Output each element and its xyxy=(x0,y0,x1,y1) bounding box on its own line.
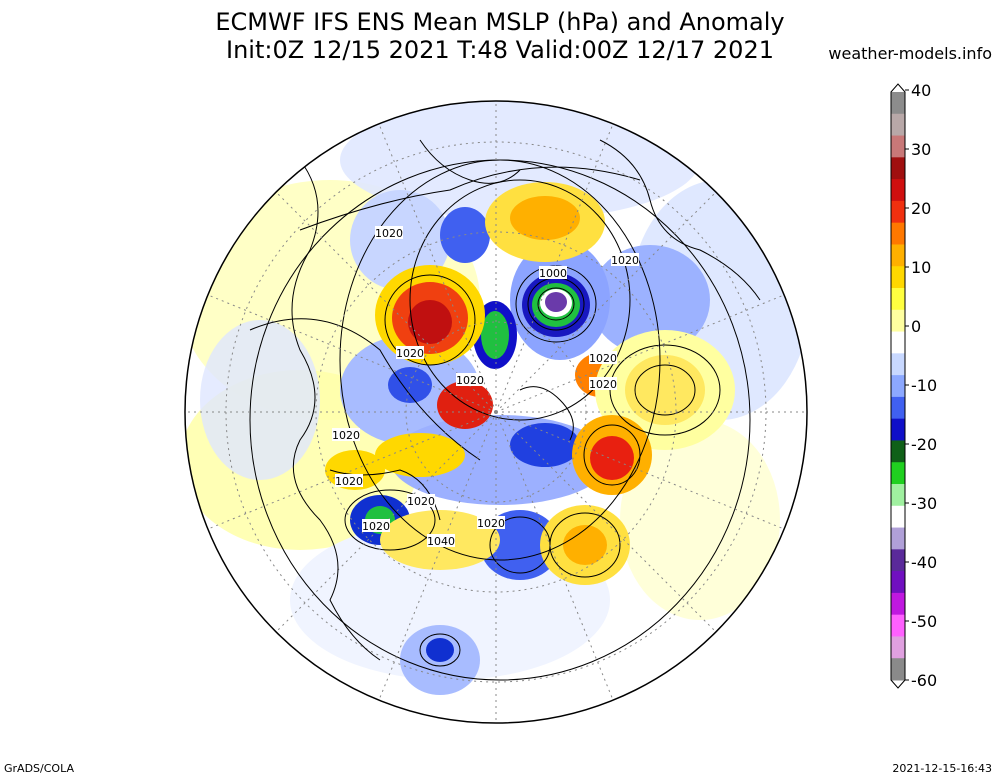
colorbar-segment xyxy=(891,549,905,572)
isobar-label-bg xyxy=(375,226,403,239)
colorbar-segment xyxy=(891,462,905,485)
isobar-label: 1020 xyxy=(611,254,639,267)
colorbar-segment xyxy=(891,222,905,245)
anomaly-field xyxy=(185,101,807,723)
isobar-label: 1040 xyxy=(427,535,455,548)
isobar-label: 1020 xyxy=(375,227,403,240)
colorbar-tick-label: 10 xyxy=(911,258,931,277)
colorbar: 40 30 20 10 0 -10 -20 -30 -40 -50 -60 xyxy=(890,81,937,690)
isobar-label-bg xyxy=(611,253,639,266)
isobar-label: 1020 xyxy=(396,347,424,360)
colorbar-tick-label: 30 xyxy=(911,140,931,159)
isobar-label-bg xyxy=(456,373,484,386)
colorbar-tick-label: 0 xyxy=(911,317,921,336)
isobar-label-bg xyxy=(362,519,390,532)
run-timestamp: 2021-12-15-16:43 xyxy=(892,762,992,775)
colorbar-segment xyxy=(891,309,905,333)
isobar-label: 1020 xyxy=(362,520,390,533)
map-subtitle: Init:0Z 12/15 2021 T:48 Valid:00Z 12/17 … xyxy=(226,36,774,64)
colorbar-segment xyxy=(891,418,905,441)
colorbar-segment xyxy=(891,157,905,180)
software-credit: GrADS/COLA xyxy=(4,762,74,775)
isobar-label: 1020 xyxy=(589,378,617,391)
colorbar-tick-label: -10 xyxy=(911,376,937,395)
isobar-label: 1020 xyxy=(456,374,484,387)
colorbar-segment xyxy=(891,592,905,616)
colorbar-segment xyxy=(891,288,905,311)
isobar-label: 1020 xyxy=(335,475,363,488)
isobar-label-bg xyxy=(589,351,617,364)
map-title: ECMWF IFS ENS Mean MSLP (hPa) and Anomal… xyxy=(215,8,785,36)
map-boundary xyxy=(184,100,808,724)
colorbar-segment xyxy=(891,92,905,115)
isobar-label-bg xyxy=(332,428,360,441)
graticule xyxy=(185,101,807,723)
colorbar-tick-label: -60 xyxy=(911,671,937,690)
site-credit: weather-models.info xyxy=(828,44,992,63)
colorbar-segment xyxy=(891,571,905,594)
isobar-label: 1000 xyxy=(539,267,567,280)
isobar-label: 1020 xyxy=(332,429,360,442)
colorbar-tick-label: 20 xyxy=(911,199,931,218)
colorbar-segment xyxy=(891,244,905,267)
colorbar-segment xyxy=(891,527,905,550)
isobar-label-bg xyxy=(335,474,363,487)
colorbar-segment xyxy=(891,636,905,659)
isobar-label: 1020 xyxy=(407,495,435,508)
colorbar-segment xyxy=(891,200,905,224)
isobar-label-bg xyxy=(396,346,424,359)
colorbar-segment xyxy=(891,179,905,202)
colorbar-segment xyxy=(891,353,905,376)
isobar-label-bg xyxy=(427,534,455,547)
colorbar-tick-label: 40 xyxy=(911,81,931,100)
colorbar-segment xyxy=(891,396,905,420)
isobar-label-bg xyxy=(539,266,567,279)
colorbar-segment xyxy=(891,505,905,529)
isobar-label: 1020 xyxy=(589,352,617,365)
colorbar-segment xyxy=(891,440,905,463)
isobar-labels: 1020 1000 1020 1020 1020 1020 1020 1020 1020 1020… xyxy=(332,226,639,548)
colorbar-segment xyxy=(891,658,905,681)
colorbar-segment xyxy=(891,484,905,507)
colorbar-segment xyxy=(891,614,905,637)
colorbar-segment xyxy=(891,266,905,289)
colorbar-tick-label: -30 xyxy=(911,494,937,513)
isobar-label: 1020 xyxy=(477,517,505,530)
colorbar-segment xyxy=(891,375,905,398)
colorbar-segment xyxy=(891,135,905,158)
colorbar-tick-label: -50 xyxy=(911,612,937,631)
isobar-label-bg xyxy=(589,377,617,390)
isobar-label-bg xyxy=(407,494,435,507)
colorbar-segment xyxy=(891,113,905,137)
colorbar-segment xyxy=(891,331,905,354)
colorbar-tick-label: -40 xyxy=(911,553,937,572)
isobar-label-bg xyxy=(477,516,505,529)
colorbar-tick-label: -20 xyxy=(911,435,937,454)
